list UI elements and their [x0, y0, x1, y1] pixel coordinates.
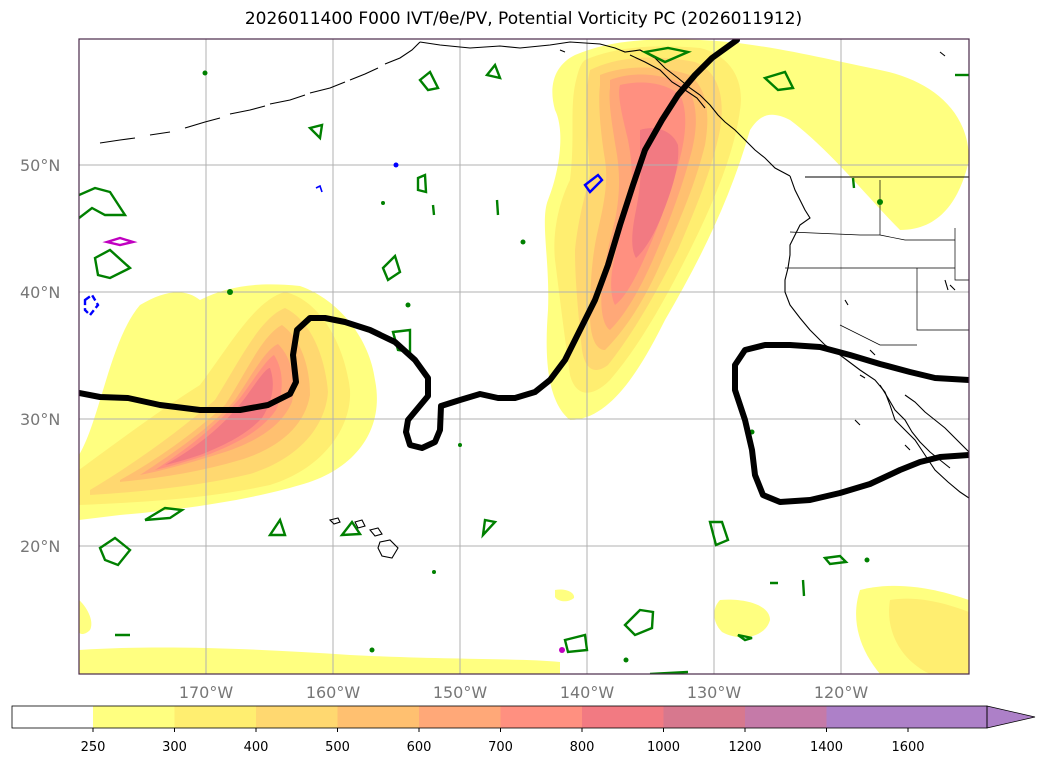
- ivt-250: [79, 600, 92, 635]
- positive-contour: [381, 253, 402, 282]
- colorbar-labels: 250 300 400 500 600 700 800 1000 1200 1400 1600: [81, 728, 925, 755]
- positive-contour: [416, 173, 428, 194]
- lat-label-20: 20°N: [20, 537, 60, 556]
- colorbar-tick-label: 1000: [647, 740, 680, 755]
- colorbar-boxes: [12, 706, 987, 728]
- colorbar-box: [663, 706, 745, 728]
- positive-dot: [623, 657, 629, 663]
- positive-contour: [641, 46, 692, 64]
- positive-contour: [708, 520, 730, 547]
- west-coast: [784, 175, 969, 499]
- colorbar-tick-label: 600: [407, 740, 432, 755]
- positive-dot: [405, 302, 411, 308]
- ivt-250: [714, 599, 770, 638]
- positive-contour: [822, 554, 849, 566]
- positive-dot: [864, 557, 870, 563]
- graticule: [79, 39, 969, 674]
- positive-contour: [339, 519, 363, 537]
- ivt-fill-layer: [79, 39, 969, 674]
- positive-contour: [623, 608, 655, 637]
- state-borders: [785, 180, 969, 346]
- magenta-dot: [559, 647, 565, 653]
- colorbar-tick-label: 1200: [728, 740, 761, 755]
- aleutian-coastline: [99, 41, 421, 144]
- lat-label-40: 40°N: [20, 283, 60, 302]
- positive-contour: [481, 518, 498, 539]
- lon-label-120w: 120°W: [814, 683, 869, 702]
- negative-contour: [83, 293, 100, 317]
- positive-contour: [93, 248, 133, 280]
- positive-dot: [369, 647, 375, 653]
- baja-peninsula: [904, 394, 969, 453]
- vorticity-contours: [79, 46, 969, 674]
- colorbar-tick-label: 400: [244, 740, 269, 755]
- lon-label-150w: 150°W: [433, 683, 488, 702]
- positive-contour: [79, 186, 128, 219]
- colorbar-box: [745, 706, 827, 728]
- lon-label-170w: 170°W: [179, 683, 234, 702]
- colorbar-box: [419, 706, 501, 728]
- lon-label-130w: 130°W: [687, 683, 742, 702]
- colorbar-extend-arrow: [986, 705, 1036, 729]
- positive-contour: [307, 123, 324, 141]
- coastline-layer: [99, 41, 969, 559]
- colorbar: 250 300 400 500 600 700 800 1000 1200 1400 1600: [11, 705, 1036, 755]
- colorbar-box: [582, 706, 664, 728]
- colorbar-box: [337, 706, 419, 728]
- magenta-contour: [102, 236, 138, 247]
- colorbar-tick-label: 250: [81, 740, 106, 755]
- colorbar-box: [500, 706, 582, 728]
- negative-contour: [315, 184, 323, 193]
- positive-contour: [98, 536, 132, 567]
- positive-contour: [737, 633, 753, 642]
- positive-contour: [484, 62, 502, 80]
- positive-contour: [563, 633, 589, 654]
- colorbar-tick-label: 500: [325, 740, 350, 755]
- colorbar-box: [174, 706, 256, 728]
- colorbar-tick-label: 300: [162, 740, 187, 755]
- colorbar-box: [93, 706, 175, 728]
- hawaii-islands: [328, 517, 399, 559]
- colorbar-tick-label: 800: [570, 740, 595, 755]
- ivt-800: [165, 368, 273, 465]
- pv-contour-main: [79, 39, 740, 451]
- colorbar-tick-label: 700: [488, 740, 513, 755]
- colorbar-outline: [11, 705, 988, 729]
- pv-contour-closed-low: [732, 342, 969, 505]
- positive-dot: [877, 199, 883, 205]
- positive-dot: [520, 239, 526, 245]
- island-specks: [559, 49, 956, 451]
- ivt-600: [140, 344, 294, 475]
- positive-dot: [458, 443, 462, 447]
- positive-dot: [432, 570, 436, 574]
- lon-label-160w: 160°W: [306, 683, 361, 702]
- colorbar-box: [256, 706, 338, 728]
- colorbar-tick-label: 1600: [891, 740, 924, 755]
- alaska-inland: [629, 54, 706, 109]
- positive-contour: [267, 517, 287, 537]
- positive-dot: [202, 70, 208, 76]
- lat-label-50: 50°N: [20, 156, 60, 175]
- ivt-250: [79, 647, 560, 674]
- positive-contour: [762, 70, 795, 92]
- lat-label-30: 30°N: [20, 410, 60, 429]
- colorbar-box: [826, 706, 987, 728]
- positive-contour: [418, 70, 440, 92]
- negative-dot: [393, 162, 399, 168]
- alaska-coastline: [419, 41, 791, 177]
- positive-contour: [115, 177, 856, 637]
- map-title: 2026011400 F000 IVT/θe/PV, Potential Vor…: [244, 9, 803, 29]
- colorbar-tick-label: 1400: [810, 740, 843, 755]
- ivt-250: [555, 589, 575, 602]
- positive-dot: [227, 289, 233, 295]
- positive-dot: [381, 201, 385, 205]
- colorbar-box: [12, 706, 93, 728]
- map-frame: [78, 38, 970, 675]
- lon-label-140w: 140°W: [560, 683, 615, 702]
- positive-contour: [144, 506, 186, 522]
- negative-contour: [583, 173, 604, 194]
- ivt-300: [889, 598, 969, 674]
- pv-contours: [79, 39, 969, 505]
